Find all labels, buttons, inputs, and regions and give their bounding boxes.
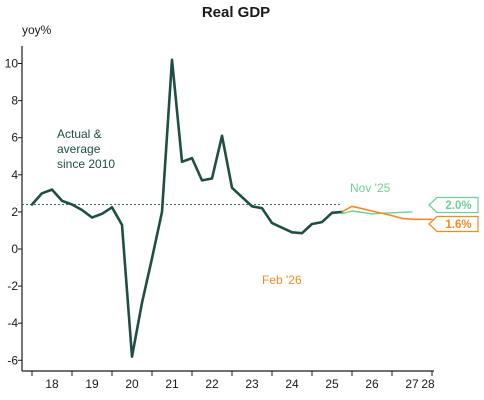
x-tick-label: 24: [285, 377, 299, 391]
series-line-actual: [30, 58, 344, 358]
y-tick-label: -2: [7, 279, 18, 293]
y-tick-label: 2: [11, 205, 18, 219]
y-axis-unit-label: yoy%: [22, 23, 52, 37]
y-tick-label: 0: [11, 242, 18, 256]
average-line-label: Actual & average since 2010: [57, 127, 115, 171]
x-tick-label: 22: [205, 377, 219, 391]
y-tick-label: 4: [11, 168, 18, 182]
x-tick-label: 18: [45, 377, 59, 391]
y-tick-label: -6: [7, 353, 18, 367]
y-tick-label: -4: [7, 316, 18, 330]
x-tick-label: 23: [245, 377, 259, 391]
series-label-feb-26: Feb '26: [262, 273, 302, 287]
series-line-feb-26: [341, 205, 433, 221]
chart-title: Real GDP: [202, 4, 270, 21]
x-tick-label: 27: [405, 377, 419, 391]
x-tick-label: 19: [85, 377, 99, 391]
end-value-tag: [428, 215, 479, 233]
end-value-tag: [428, 196, 479, 214]
x-tick-label: 28: [421, 377, 435, 391]
end-value-label: 1.6%: [445, 219, 471, 231]
x-tick-label: 25: [325, 377, 339, 391]
end-value-label: 2.0%: [445, 200, 471, 212]
series-line-nov-25: [341, 210, 413, 215]
series-label-nov-25: Nov '25: [350, 181, 391, 195]
y-tick-label: 8: [11, 94, 18, 108]
x-tick-label: 26: [365, 377, 379, 391]
y-tick-label: 6: [11, 131, 18, 145]
x-tick-label: 21: [165, 377, 179, 391]
x-tick-label: 20: [125, 377, 139, 391]
y-tick-label: 10: [5, 57, 19, 71]
